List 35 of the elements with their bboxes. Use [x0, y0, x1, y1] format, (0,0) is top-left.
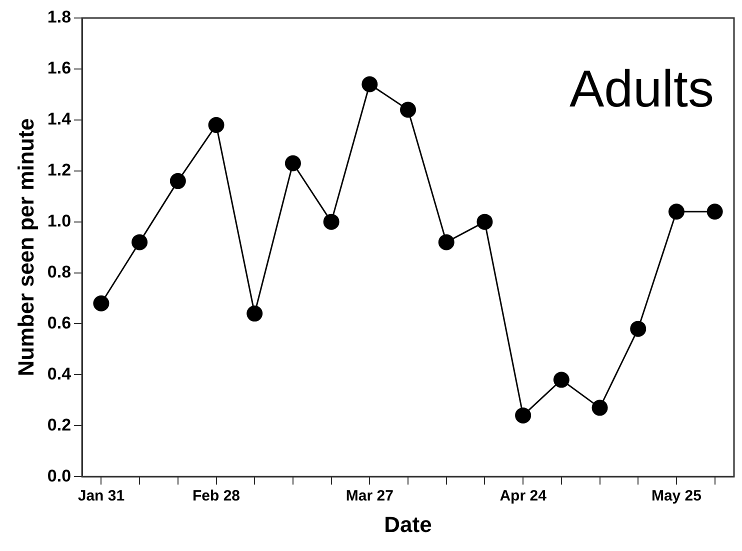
- y-tick-label: 1.8: [47, 8, 72, 27]
- y-tick-label: 0.6: [47, 313, 72, 332]
- point: [400, 102, 416, 118]
- point: [170, 173, 186, 190]
- x-tick-label: Feb 28: [192, 488, 240, 505]
- y-tick-label: 0.8: [47, 262, 72, 282]
- y-tick-label: 1.0: [47, 212, 72, 231]
- x-tick-label: May 25: [651, 488, 702, 505]
- point: [706, 204, 723, 220]
- y-tick-label: 0.4: [47, 364, 72, 384]
- y-axis-title: Number seen per minute: [13, 118, 38, 376]
- point: [246, 306, 263, 322]
- y-tick-label: 1.2: [47, 160, 72, 180]
- point: [515, 407, 532, 424]
- y-tick-label: 0.2: [47, 415, 72, 434]
- annotation: Adults: [569, 60, 714, 118]
- point: [553, 372, 570, 388]
- point: [284, 155, 301, 172]
- point: [438, 234, 454, 250]
- point: [132, 234, 148, 250]
- point: [476, 214, 493, 230]
- y-tick-label: 1.4: [47, 110, 72, 129]
- point: [93, 295, 110, 312]
- point: [323, 214, 340, 230]
- y-tick-label: 1.6: [47, 58, 72, 78]
- point: [592, 400, 608, 416]
- x-tick-label: Apr 24: [500, 488, 548, 505]
- point: [630, 320, 646, 337]
- x-tick-label: Mar 27: [346, 488, 394, 505]
- point: [208, 117, 224, 134]
- x-axis-title: Date: [384, 512, 432, 537]
- point: [362, 76, 378, 92]
- y-tick-label: 0.0: [47, 466, 72, 486]
- x-tick-label: Jan 31: [78, 488, 125, 505]
- point: [668, 204, 684, 220]
